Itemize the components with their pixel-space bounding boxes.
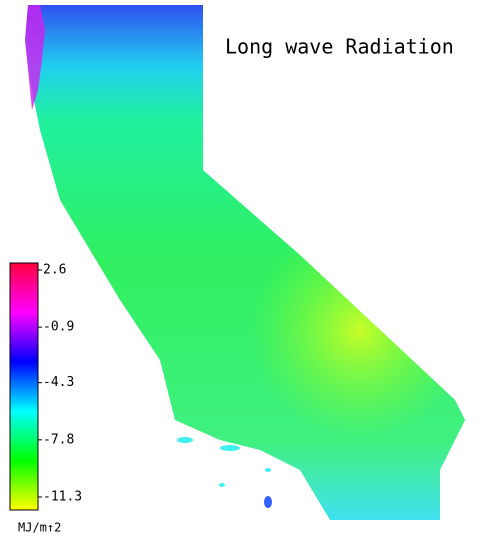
colorbar-tick-label: -11.3 — [43, 490, 82, 505]
colorbar-unit: MJ/m↑2 — [18, 521, 61, 535]
colorbar-tick-label: -0.9 — [43, 320, 74, 335]
colorbar — [9, 262, 39, 511]
colorbar-tick-label: 2.6 — [43, 263, 66, 278]
california — [25, 5, 465, 520]
map-title: Long wave Radiation — [225, 35, 454, 59]
colorbar-tick-label: -4.3 — [43, 375, 74, 390]
colorbar-tick-label: -7.8 — [43, 432, 74, 447]
